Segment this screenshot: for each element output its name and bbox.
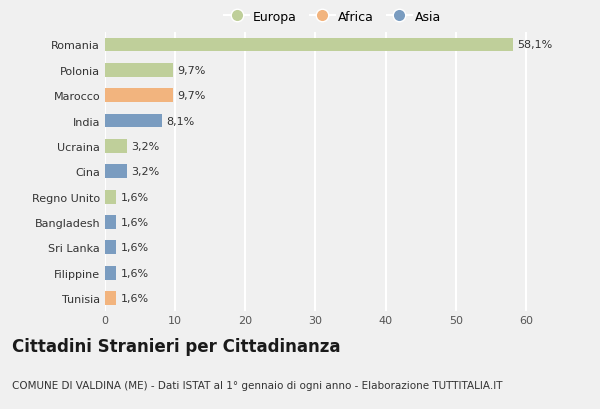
Text: 9,7%: 9,7% (177, 91, 206, 101)
Text: 3,2%: 3,2% (131, 167, 160, 177)
Text: 1,6%: 1,6% (121, 268, 149, 278)
Text: 1,6%: 1,6% (121, 217, 149, 227)
Text: Cittadini Stranieri per Cittadinanza: Cittadini Stranieri per Cittadinanza (12, 337, 341, 355)
Bar (105, 114, 162, 128)
Bar (105, 139, 127, 153)
Bar (105, 291, 116, 305)
Bar (105, 240, 116, 254)
Bar (105, 190, 116, 204)
Text: 58,1%: 58,1% (517, 40, 552, 50)
Bar (105, 64, 173, 78)
Bar (105, 216, 116, 229)
Text: 8,1%: 8,1% (166, 116, 194, 126)
Text: 1,6%: 1,6% (121, 293, 149, 303)
Bar (105, 165, 127, 179)
Text: 9,7%: 9,7% (177, 66, 206, 76)
Bar (105, 89, 173, 103)
Text: COMUNE DI VALDINA (ME) - Dati ISTAT al 1° gennaio di ogni anno - Elaborazione TU: COMUNE DI VALDINA (ME) - Dati ISTAT al 1… (12, 380, 503, 390)
Bar (105, 266, 116, 280)
Legend: Europa, Africa, Asia: Europa, Africa, Asia (220, 6, 446, 29)
Text: 3,2%: 3,2% (131, 142, 160, 151)
Text: 1,6%: 1,6% (121, 192, 149, 202)
Bar (105, 38, 512, 52)
Text: 1,6%: 1,6% (121, 243, 149, 253)
